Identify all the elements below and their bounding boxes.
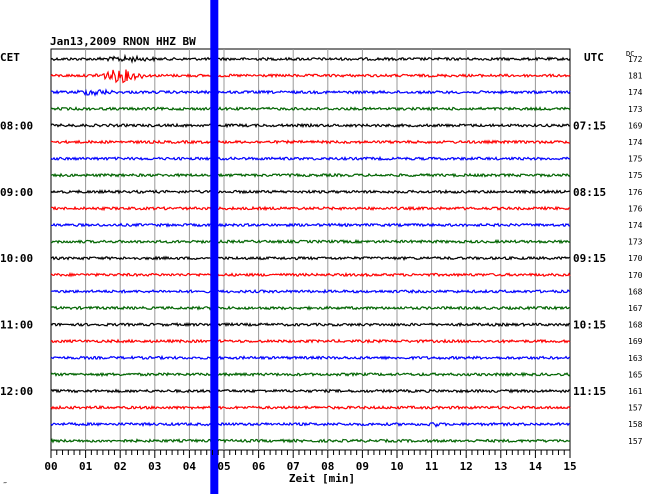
dc-value-1: 172 bbox=[628, 55, 643, 64]
dc-value-22: 157 bbox=[628, 404, 643, 413]
trace-labels: 172 181 174 173 169 174 175 175 176 176 174 173 170 1… bbox=[0, 55, 643, 446]
trace-24 bbox=[50, 438, 571, 444]
dc-value-23: 158 bbox=[628, 420, 643, 429]
right-time-label: 11:15 bbox=[573, 385, 606, 398]
dc-value-12: 173 bbox=[628, 238, 643, 247]
trace-23 bbox=[50, 421, 571, 428]
x-tick-label: 14 bbox=[529, 460, 543, 473]
trace-14 bbox=[50, 272, 571, 278]
left-time-label: 10:00 bbox=[0, 252, 33, 265]
x-tick-label: 15 bbox=[563, 460, 576, 473]
trace-19 bbox=[50, 354, 571, 361]
trace-18 bbox=[50, 338, 571, 344]
x-tick-label: 13 bbox=[494, 460, 507, 473]
time-marker-bar bbox=[210, 0, 219, 494]
x-tick-label: 09 bbox=[356, 460, 369, 473]
trace-9 bbox=[50, 188, 571, 195]
dc-value-18: 169 bbox=[628, 337, 643, 346]
x-tick-label: 08 bbox=[321, 460, 334, 473]
trace-6 bbox=[50, 139, 571, 145]
x-tick-label: 11 bbox=[425, 460, 439, 473]
trace-15 bbox=[50, 288, 571, 294]
left-timezone-label: CET bbox=[0, 51, 20, 64]
trace-17 bbox=[50, 321, 571, 328]
right-time-label: 07:15 bbox=[573, 119, 606, 132]
dc-value-21: 161 bbox=[628, 387, 643, 396]
dc-value-14: 170 bbox=[628, 271, 643, 280]
x-tick-label: 03 bbox=[148, 460, 161, 473]
dc-value-5: 169 bbox=[628, 121, 643, 130]
x-tick-label: 00 bbox=[44, 460, 57, 473]
trace-3 bbox=[50, 88, 571, 97]
dc-value-15: 168 bbox=[628, 287, 643, 296]
left-time-label: 08:00 bbox=[0, 119, 33, 132]
trace-11 bbox=[50, 222, 571, 228]
x-tick-label: 01 bbox=[79, 460, 93, 473]
x-tick-label: 04 bbox=[183, 460, 197, 473]
left-time-label: 12:00 bbox=[0, 385, 33, 398]
x-tick-label: 06 bbox=[252, 460, 266, 473]
dc-value-10: 176 bbox=[628, 204, 643, 213]
time-marker bbox=[210, 0, 219, 494]
trace-1 bbox=[50, 53, 571, 64]
dc-value-11: 174 bbox=[628, 221, 643, 230]
trace-16 bbox=[50, 305, 571, 311]
right-time-label: 10:15 bbox=[573, 319, 606, 332]
trace-8 bbox=[50, 172, 571, 178]
dc-value-6: 174 bbox=[628, 138, 643, 147]
dc-value-24: 157 bbox=[628, 437, 643, 446]
dc-value-2: 181 bbox=[628, 72, 643, 81]
trace-5 bbox=[50, 122, 570, 129]
x-tick-label: 12 bbox=[460, 460, 473, 473]
dc-value-3: 174 bbox=[628, 88, 643, 97]
trace-22 bbox=[50, 404, 571, 411]
dc-value-4: 173 bbox=[628, 105, 643, 114]
trace-4 bbox=[50, 106, 571, 112]
trace-10 bbox=[50, 205, 571, 212]
trace-2 bbox=[50, 69, 571, 84]
right-time-label: 08:15 bbox=[573, 186, 606, 199]
dc-value-20: 165 bbox=[628, 370, 643, 379]
dc-value-13: 170 bbox=[628, 254, 643, 263]
x-axis: 00 01 02 03 04 05 06 07 08 09 10 11 12 13 14 15 bbox=[44, 450, 577, 473]
trace-7 bbox=[50, 155, 571, 162]
dc-value-17: 168 bbox=[628, 321, 643, 330]
left-time-label: 09:00 bbox=[0, 186, 33, 199]
dc-value-19: 163 bbox=[628, 354, 643, 363]
minute-grid bbox=[50, 48, 571, 451]
x-axis-label: Zeit [min] bbox=[289, 472, 355, 485]
dc-value-8: 175 bbox=[628, 171, 643, 180]
dc-value-16: 167 bbox=[628, 304, 643, 313]
corner-mark: ‴ bbox=[3, 481, 7, 489]
x-tick-label: 10 bbox=[390, 460, 403, 473]
x-tick-label: 07 bbox=[287, 460, 300, 473]
right-time-label: 09:15 bbox=[573, 252, 606, 265]
dc-header-label: DC bbox=[626, 50, 634, 58]
dc-value-9: 176 bbox=[628, 188, 643, 197]
x-tick-label: 05 bbox=[217, 460, 230, 473]
x-tick-label: 02 bbox=[114, 460, 127, 473]
trace-12 bbox=[50, 238, 571, 245]
trace-21 bbox=[50, 388, 571, 394]
right-timezone-label: UTC bbox=[584, 51, 604, 64]
seismogram-traces bbox=[50, 53, 571, 444]
dc-value-7: 175 bbox=[628, 155, 643, 164]
trace-13 bbox=[50, 255, 571, 261]
trace-20 bbox=[50, 371, 571, 378]
left-time-label: 11:00 bbox=[0, 319, 33, 332]
chart-title: Jan13,2009 RNON HHZ BW bbox=[50, 35, 196, 48]
